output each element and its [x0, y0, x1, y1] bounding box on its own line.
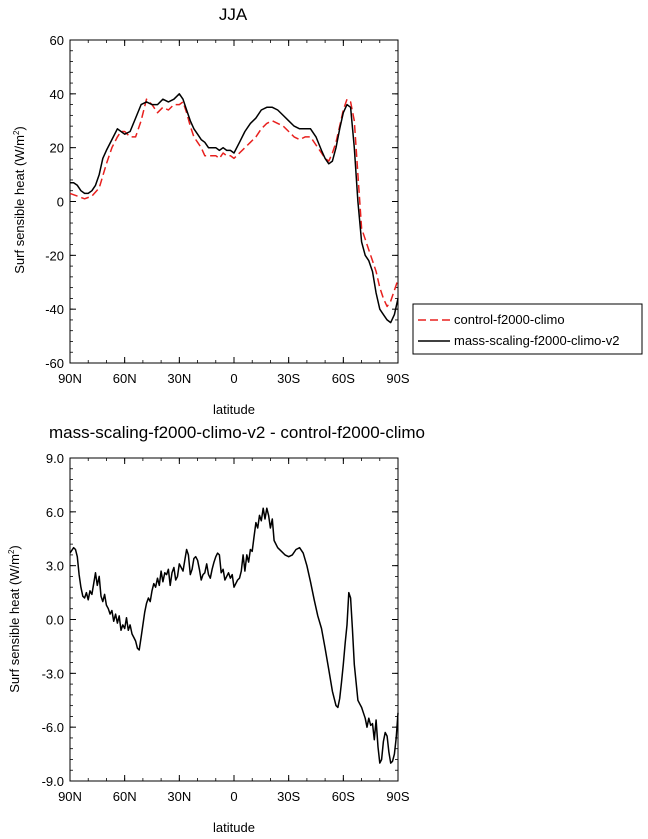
legend: control-f2000-climo mass-scaling-f2000-c…	[412, 303, 643, 355]
legend-box	[412, 303, 643, 355]
x-tick-label: 60N	[113, 371, 137, 386]
y-tick-label: -40	[45, 302, 64, 317]
panel-bottom-title: mass-scaling-f2000-climo-v2 - control-f2…	[49, 423, 425, 442]
y-tick-label: -9.0	[42, 774, 64, 789]
panel-top-ylabel: Surf sensible heat (W/m2)	[12, 126, 27, 274]
y-tick-label: 6.0	[46, 505, 64, 520]
y-tick-label: 60	[50, 33, 64, 48]
y-tick-label: 3.0	[46, 559, 64, 574]
y-tick-label: 40	[50, 87, 64, 102]
panel-top-frame	[69, 39, 399, 364]
y-tick-label: 20	[50, 141, 64, 156]
series-line-2	[70, 93, 399, 324]
y-tick-label: -3.0	[42, 666, 64, 681]
legend-label-control: control-f2000-climo	[454, 312, 565, 327]
y-tick-label: -60	[45, 356, 64, 371]
y-tick-label: 0.0	[46, 613, 64, 628]
x-tick-label: 60N	[113, 789, 137, 804]
x-tick-label: 90N	[58, 371, 82, 386]
y-tick-label: -20	[45, 248, 64, 263]
panel-bottom: mass-scaling-f2000-climo-v2 - control-f2…	[7, 423, 425, 835]
y-tick-label: 0	[57, 195, 64, 210]
y-tick-label: -6.0	[42, 720, 64, 735]
panel-bottom-xlabel: latitude	[213, 820, 255, 835]
legend-label-mass-scaling: mass-scaling-f2000-climo-v2	[454, 333, 619, 348]
series-line-1	[69, 98, 399, 308]
series-line-1	[69, 507, 399, 764]
panel-bottom-series	[69, 507, 399, 764]
panel-bottom-ylabel: Surf sensible heat (W/m2)	[7, 545, 22, 693]
x-tick-label: 30S	[277, 789, 300, 804]
x-tick-label: 90N	[58, 789, 82, 804]
panel-top-xlabel: latitude	[213, 402, 255, 417]
panel-top-title: JJA	[219, 5, 248, 24]
x-tick-label: 60S	[332, 371, 355, 386]
x-tick-label: 0	[230, 371, 237, 386]
panel-bottom-ticks: -9.0 -6.0 -3.0 0.0 3.0 6.0 9.0 90N 60N 30N 0 30S 60S…	[42, 451, 410, 804]
x-tick-label: 90S	[386, 371, 409, 386]
panel-top-ticks: -60 -40 -20 0 20 40 60 90N 60N 30N 0 30S 60S 90S	[45, 33, 410, 386]
y-tick-label: 9.0	[46, 451, 64, 466]
x-tick-label: 30N	[167, 371, 191, 386]
x-tick-label: 0	[230, 789, 237, 804]
panel-top-series	[69, 93, 399, 324]
x-tick-label: 90S	[386, 789, 409, 804]
x-tick-label: 30S	[277, 371, 300, 386]
x-tick-label: 60S	[332, 789, 355, 804]
x-tick-label: 30N	[167, 789, 191, 804]
